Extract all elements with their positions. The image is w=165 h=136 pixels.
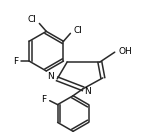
Text: F: F (13, 57, 18, 66)
Text: OH: OH (119, 47, 132, 56)
Text: N: N (47, 72, 54, 81)
Text: Cl: Cl (28, 15, 37, 24)
Text: Cl: Cl (74, 26, 83, 35)
Text: F: F (41, 95, 46, 104)
Text: N: N (85, 87, 91, 96)
